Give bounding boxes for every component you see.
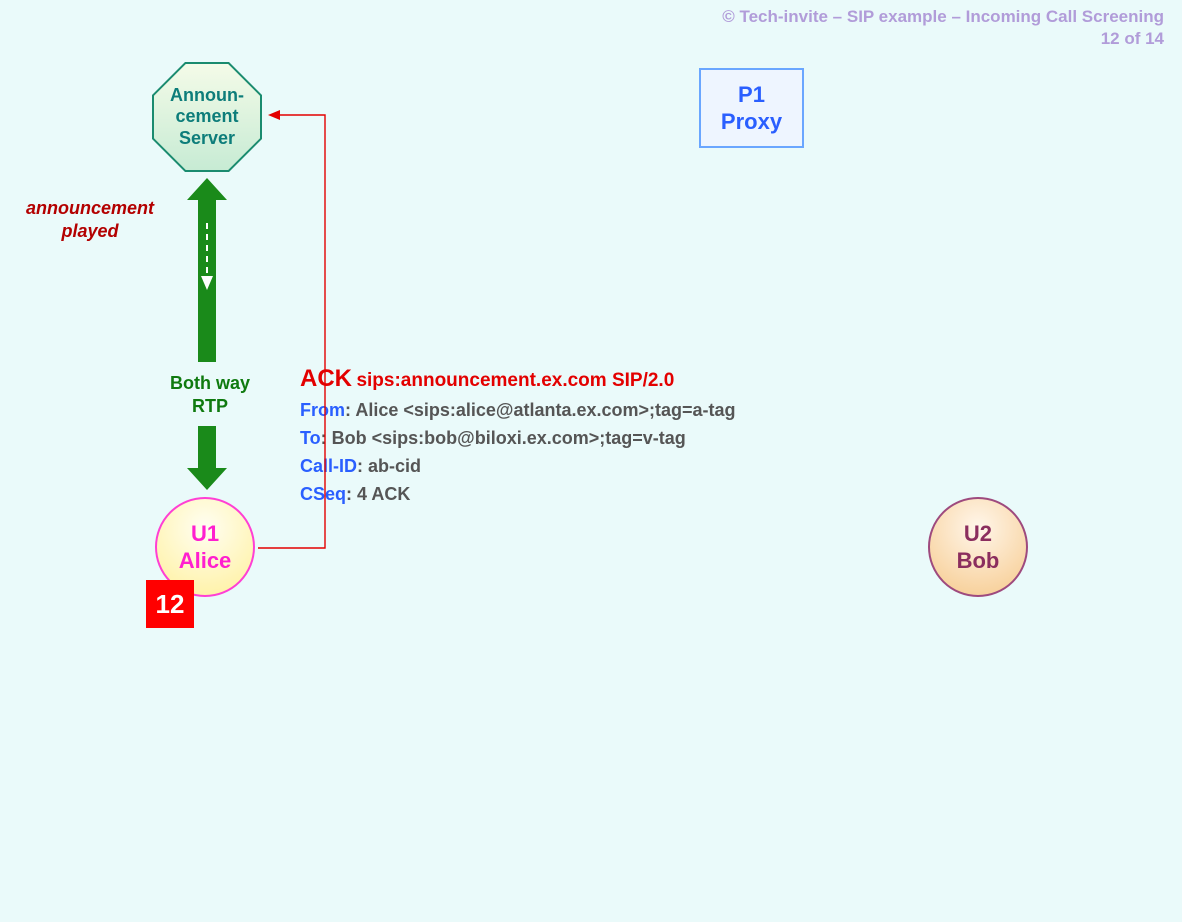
ack-message-block: ACK sips:announcement.ex.com SIP/2.0 Fro… [300,360,736,509]
ack-title: ACK sips:announcement.ex.com SIP/2.0 [300,360,736,397]
ack-header-key: To [300,428,321,448]
ack-headers: From: Alice <sips:alice@atlanta.ex.com>;… [300,397,736,509]
u1-line1: U1 [191,521,219,546]
ack-header-key: Call-ID [300,456,357,476]
copyright-line2: 12 of 14 [722,28,1164,50]
p1-proxy-line2: Proxy [721,109,782,134]
ack-header-row: Call-ID: ab-cid [300,453,736,481]
u2-line1: U2 [964,521,992,546]
u1-line2: Alice [179,548,232,573]
u2-bob-node: U2 Bob [928,497,1028,597]
p1-proxy-line1: P1 [738,82,765,107]
ack-header-row: From: Alice <sips:alice@atlanta.ex.com>;… [300,397,736,425]
announcement-server-line2: cement [175,106,238,126]
p1-proxy-node: P1 Proxy [699,68,804,148]
step-badge: 12 [146,580,194,628]
both-way-rtp-line1: Both way [170,373,250,393]
both-way-rtp-label: Both way RTP [150,372,270,417]
u2-line2: Bob [957,548,1000,573]
ack-header-key: CSeq [300,484,346,504]
copyright-block: © Tech-invite – SIP example – Incoming C… [722,6,1164,50]
ack-method: ACK [300,365,352,392]
announcement-server-node: Announ- cement Server [152,62,262,172]
ack-request-uri: sips:announcement.ex.com SIP/2.0 [356,370,674,391]
ack-header-val: : Bob <sips:bob@biloxi.ex.com>;tag=v-tag [321,428,686,448]
announcement-server-line3: Server [179,128,235,148]
announcement-played-label: announcement played [15,197,165,242]
ack-header-val: : 4 ACK [346,484,410,504]
ack-header-row: CSeq: 4 ACK [300,481,736,509]
announcement-server-line1: Announ- [170,85,244,105]
diagram-canvas: © Tech-invite – SIP example – Incoming C… [0,0,1182,922]
copyright-line1: © Tech-invite – SIP example – Incoming C… [722,6,1164,28]
ack-header-val: : Alice <sips:alice@atlanta.ex.com>;tag=… [345,400,736,420]
ack-header-val: : ab-cid [357,456,421,476]
ack-header-key: From [300,400,345,420]
announcement-played-line2: played [61,221,118,241]
step-number: 12 [156,589,185,620]
announcement-played-line1: announcement [26,198,154,218]
both-way-rtp-line2: RTP [192,396,228,416]
ack-header-row: To: Bob <sips:bob@biloxi.ex.com>;tag=v-t… [300,425,736,453]
